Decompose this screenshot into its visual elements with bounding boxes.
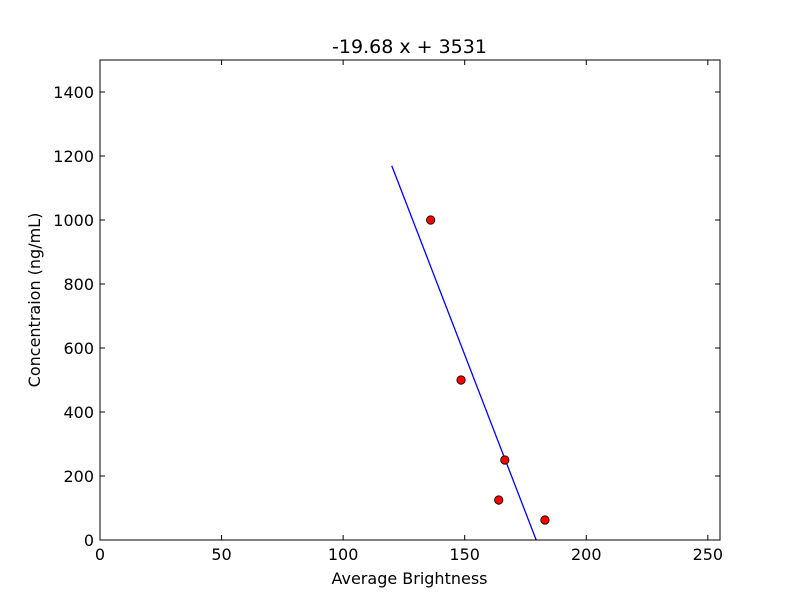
x-tick-label: 100 <box>328 545 359 564</box>
x-tick-label: 50 <box>211 545 231 564</box>
data-point <box>456 375 466 385</box>
y-tick-label: 400 <box>63 403 94 422</box>
points-layer <box>426 215 550 525</box>
y-tick-label: 1200 <box>53 147 94 166</box>
fit-line <box>391 165 537 541</box>
chart-title: -19.68 x + 3531 <box>332 36 487 58</box>
fit-line-layer <box>391 165 537 541</box>
y-tick-label: 200 <box>63 467 94 486</box>
y-tick-label: 600 <box>63 339 94 358</box>
y-tick-label: 800 <box>63 275 94 294</box>
x-tick-label: 200 <box>571 545 602 564</box>
y-tick-label: 1400 <box>53 83 94 102</box>
y-tick-label: 1000 <box>53 211 94 230</box>
plot-frame <box>99 59 721 541</box>
y-tick-label: 0 <box>84 531 94 550</box>
data-point <box>426 215 436 225</box>
x-tick-label: 0 <box>95 545 105 564</box>
ticks-layer: 0 50 100 150 200 250 0 200 400 600 800 1000 1200 1400 <box>53 60 723 564</box>
data-point <box>494 495 504 505</box>
x-axis-label: Average Brightness <box>331 569 487 588</box>
y-axis-label: Concentraion (ng/mL) <box>25 213 44 388</box>
x-tick-label: 150 <box>449 545 480 564</box>
data-point <box>500 455 510 465</box>
x-tick-label: 250 <box>693 545 724 564</box>
data-point <box>540 515 550 525</box>
